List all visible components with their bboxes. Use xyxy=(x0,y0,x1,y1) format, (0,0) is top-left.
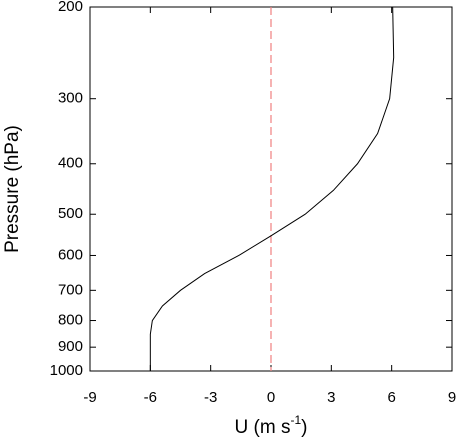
y-tick-label: 600 xyxy=(58,246,83,263)
x-tick-label: -9 xyxy=(83,389,96,406)
x-tick-label: -6 xyxy=(144,389,157,406)
y-tick-label: 200 xyxy=(58,0,83,15)
x-tick-label: 6 xyxy=(387,389,395,406)
x-axis-label: U (m s-1) xyxy=(235,413,308,438)
x-label-part: ) xyxy=(301,417,307,438)
x-tick-label: -3 xyxy=(204,389,217,406)
x-tick-label: 9 xyxy=(448,389,456,406)
y-tick-label: 300 xyxy=(58,90,83,107)
x-tick-label: 0 xyxy=(267,389,275,406)
profile-line xyxy=(149,6,395,371)
x-tick-label: 3 xyxy=(327,389,335,406)
y-tick-label: 900 xyxy=(58,338,83,355)
y-tick-label: 700 xyxy=(58,281,83,298)
y-tick-label: 1000 xyxy=(50,362,83,379)
x-label-part: U (m s xyxy=(235,417,291,438)
x-label-sup: -1 xyxy=(290,413,301,427)
y-tick-label: 400 xyxy=(58,155,83,172)
y-tick-label: 500 xyxy=(58,205,83,222)
y-axis-label: Pressure (hPa) xyxy=(2,125,23,253)
y-tick-label: 800 xyxy=(58,312,83,329)
